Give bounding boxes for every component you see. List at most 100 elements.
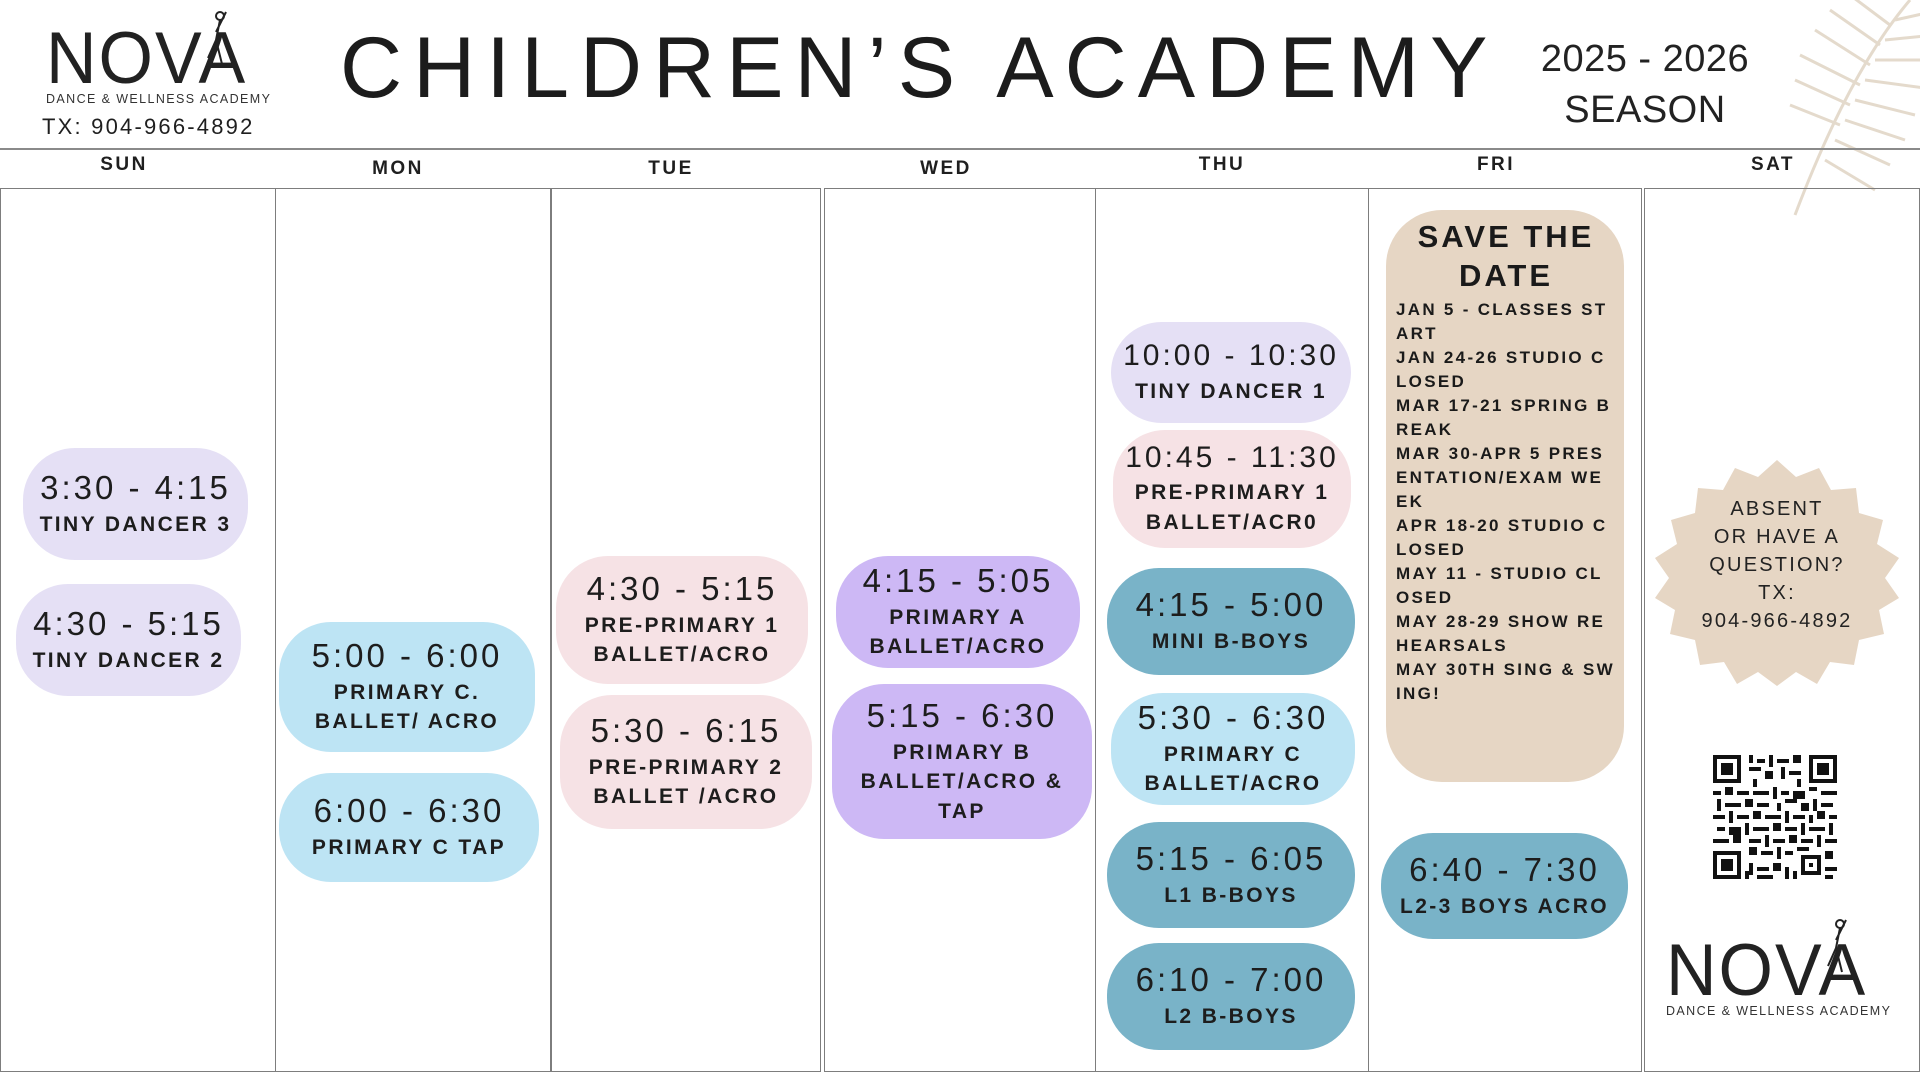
class-name-line: PRIMARY C <box>1163 743 1303 767</box>
class-name-line: PRE-PRIMARY 1 <box>584 614 780 638</box>
save-title-line: SAVE THE <box>1417 219 1595 254</box>
class-name: PRIMARY C TAP <box>311 836 507 860</box>
contact-line: TX: <box>1758 582 1796 604</box>
class-name-line: BALLET/ ACRO <box>314 710 500 734</box>
class-name-line: PRIMARY A <box>889 606 1027 630</box>
class-card[interactable]: 6:00 - 6:30 PRIMARY C TAP <box>279 773 539 882</box>
class-name: PRE-PRIMARY 1 BALLET/ACR0 <box>1135 478 1330 537</box>
save-the-date-item: MAY 11 - STUDIO CLOSED <box>1396 563 1603 607</box>
class-name: L1 B-BOYS <box>1164 883 1298 907</box>
class-card[interactable]: 5:00 - 6:00 PRIMARY C. BALLET/ ACRO <box>279 622 535 752</box>
season-word: SEASON <box>1564 89 1726 132</box>
class-name: PRE-PRIMARY 1 BALLET/ACRO <box>585 611 780 670</box>
class-time: 4:30 - 5:15 <box>586 570 778 608</box>
season-years: 2025 - 2026 <box>1540 38 1750 80</box>
save-the-date-item: MAY 28-29 SHOW REHEARSALS <box>1396 611 1606 655</box>
class-name: L2-3 BOYS ACRO <box>1399 894 1609 918</box>
header-phone: TX: 904-966-4892 <box>42 114 255 139</box>
class-name: PRIMARY A BALLET/ACRO <box>870 603 1047 662</box>
class-card[interactable]: 4:30 - 5:15 TINY DANCER 2 <box>16 584 241 696</box>
class-card[interactable]: 10:00 - 10:30 TINY DANCER 1 <box>1111 322 1351 423</box>
class-name-line: PRE-PRIMARY 1 <box>1134 481 1330 505</box>
class-card[interactable]: 4:15 - 5:00 MINI B-BOYS <box>1107 568 1355 675</box>
save-the-date-item: JAN 5 - CLASSES START <box>1396 299 1608 343</box>
save-the-date-list: JAN 5 - CLASSES START JAN 24-26 STUDIO C… <box>1396 298 1616 706</box>
class-name: TINY DANCER 1 <box>1135 379 1327 403</box>
class-time: 6:40 - 7:30 <box>1409 850 1600 888</box>
save-the-date-item: APR 18-20 STUDIO CLOSED <box>1396 515 1608 559</box>
class-name-line: TAP <box>938 799 986 823</box>
class-card[interactable]: 5:30 - 6:15 PRE-PRIMARY 2 BALLET /ACRO <box>560 695 812 829</box>
class-card[interactable]: 3:30 - 4:15 TINY DANCER 3 <box>23 448 248 560</box>
class-name: MINI B-BOYS <box>1151 630 1311 654</box>
day-fri: FRI <box>1476 154 1516 175</box>
contact-badge: ABSENT OR HAVE A QUESTION? TX: 904-966-4… <box>1664 495 1890 635</box>
contact-line: OR HAVE A <box>1713 526 1841 548</box>
class-name-line: BALLET/ACRO & <box>860 770 1064 794</box>
class-time: 10:00 - 10:30 <box>1123 339 1339 373</box>
save-title-line: DATE <box>1458 257 1554 293</box>
class-time: 4:30 - 5:15 <box>33 604 224 642</box>
class-card[interactable]: 6:40 - 7:30 L2-3 BOYS ACRO <box>1381 833 1628 939</box>
logo-wordmark: NOVA <box>46 17 248 99</box>
class-name-line: PRE-PRIMARY 2 <box>588 756 784 780</box>
dancer-figure-icon <box>1827 919 1847 973</box>
class-name-line: BALLET/ACRO <box>593 643 771 667</box>
class-time: 4:15 - 5:05 <box>862 562 1054 600</box>
class-name-line: PRIMARY B <box>892 740 1032 764</box>
logo-subtitle: DANCE & WELLNESS ACADEMY <box>1666 1004 1892 1018</box>
day-sat: SAT <box>1750 154 1796 175</box>
class-name: PRIMARY C. BALLET/ ACRO <box>315 678 499 737</box>
class-time: 3:30 - 4:15 <box>40 468 231 506</box>
contact-line: ABSENT <box>1730 498 1824 520</box>
page-title: CHILDREN’S ACADEMY <box>340 20 1499 116</box>
save-the-date-item: JAN 24-26 STUDIO CLOSED <box>1396 347 1606 391</box>
save-the-date-item: MAR 17-21 SPRING BREAK <box>1396 395 1612 439</box>
day-sun: SUN <box>100 154 148 175</box>
class-name: TINY DANCER 2 <box>32 648 225 672</box>
season-label: 2025 - 2026 SEASON <box>1520 34 1770 137</box>
class-name-line: BALLET /ACRO <box>593 785 779 809</box>
class-card[interactable]: 5:15 - 6:30 PRIMARY B BALLET/ACRO & TAP <box>832 684 1092 839</box>
class-card[interactable]: 4:30 - 5:15 PRE-PRIMARY 1 BALLET/ACRO <box>556 556 808 684</box>
class-time: 6:10 - 7:00 <box>1135 961 1327 999</box>
column-tue <box>551 188 821 1072</box>
class-card[interactable]: 4:15 - 5:05 PRIMARY A BALLET/ACRO <box>836 556 1080 668</box>
header-divider <box>0 148 1920 150</box>
column-fri <box>1368 188 1642 1072</box>
contact-line: QUESTION? <box>1709 554 1845 576</box>
class-card[interactable]: 5:30 - 6:30 PRIMARY C BALLET/ACRO <box>1111 693 1355 805</box>
day-wed: WED <box>920 158 972 179</box>
day-thu: THU <box>1198 154 1246 175</box>
qr-code-icon[interactable] <box>1713 755 1837 879</box>
logo-subtitle: DANCE & WELLNESS ACADEMY <box>46 92 272 106</box>
class-card[interactable]: 10:45 - 11:30 PRE-PRIMARY 1 BALLET/ACR0 <box>1113 430 1351 548</box>
day-tue: TUE <box>648 158 694 179</box>
logo-wordmark: NOVA <box>1666 929 1868 1011</box>
class-card[interactable]: 6:10 - 7:00 L2 B-BOYS <box>1107 943 1355 1050</box>
class-name-line: BALLET/ACRO <box>869 635 1047 659</box>
class-name: PRIMARY C BALLET/ACRO <box>1145 740 1322 799</box>
save-the-date-title: SAVE THE DATE <box>1396 218 1616 296</box>
class-time: 4:15 - 5:00 <box>1135 586 1327 624</box>
save-the-date-item: MAR 30-APR 5 PRESENTATION/EXAM WEEK <box>1396 443 1605 511</box>
class-time: 5:15 - 6:05 <box>1135 839 1327 877</box>
day-mon: MON <box>372 158 424 179</box>
contact-phone: 904-966-4892 <box>1701 610 1853 632</box>
class-time: 10:45 - 11:30 <box>1125 440 1339 474</box>
class-card[interactable]: 5:15 - 6:05 L1 B-BOYS <box>1107 822 1355 928</box>
save-the-date-card: SAVE THE DATE JAN 5 - CLASSES START JAN … <box>1386 210 1624 782</box>
class-name: TINY DANCER 3 <box>39 512 232 536</box>
class-name-line: BALLET/ACR0 <box>1145 510 1319 534</box>
class-name-line: PRIMARY C. <box>333 681 481 705</box>
class-time: 5:30 - 6:30 <box>1137 699 1329 737</box>
contact-badge-shape <box>1655 460 1899 686</box>
class-name: PRE-PRIMARY 2 BALLET /ACRO <box>589 753 784 812</box>
class-time: 5:30 - 6:15 <box>590 712 782 750</box>
class-time: 5:15 - 6:30 <box>866 696 1058 734</box>
class-name: L2 B-BOYS <box>1164 1005 1298 1029</box>
class-time: 5:00 - 6:00 <box>311 637 503 675</box>
column-mon <box>275 188 551 1072</box>
class-name: PRIMARY B BALLET/ACRO & TAP <box>861 738 1064 826</box>
save-the-date-item: MAY 30TH SING & SWING! <box>1396 659 1615 703</box>
